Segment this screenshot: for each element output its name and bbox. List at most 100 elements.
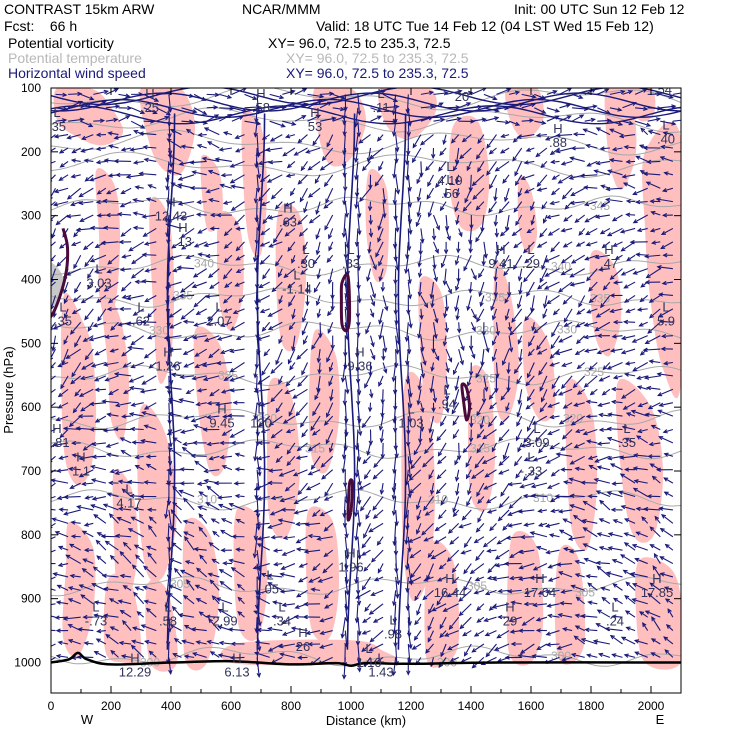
theta-contour-345 xyxy=(51,195,681,217)
wind-head xyxy=(394,158,399,164)
wind-shaft xyxy=(186,129,195,136)
wind-head xyxy=(488,149,494,155)
header-valid-time: Valid: 18 UTC Tue 14 Feb 12 (04 LST Wed … xyxy=(316,18,654,34)
wind-vector xyxy=(265,147,283,153)
wind-vector xyxy=(477,134,485,145)
wind-shaft xyxy=(139,132,157,136)
wind-shaft xyxy=(271,187,283,199)
wind-head xyxy=(145,197,152,202)
wind-shaft xyxy=(524,187,535,194)
wind-shaft xyxy=(275,201,283,210)
wind-shaft xyxy=(80,93,94,100)
wind-vector xyxy=(433,91,449,96)
wind-head xyxy=(645,181,651,186)
wind-head xyxy=(369,154,375,160)
wind-shaft xyxy=(206,93,219,96)
wind-head xyxy=(315,209,320,216)
wind-head xyxy=(323,204,329,209)
wind-head xyxy=(192,109,198,114)
wind-shaft xyxy=(494,214,498,226)
wind-vector xyxy=(488,147,497,155)
wind-shaft xyxy=(269,93,284,99)
wind-vector xyxy=(366,147,372,163)
wind-shaft xyxy=(286,134,296,138)
wind-vector xyxy=(201,156,220,162)
wind-shaft xyxy=(256,174,260,192)
wind-vector xyxy=(559,103,572,109)
wind-head xyxy=(256,174,262,180)
wind-head xyxy=(427,212,432,218)
wind-vector xyxy=(130,107,146,114)
wind-head xyxy=(89,177,95,182)
wind-head xyxy=(356,110,362,116)
wind-head xyxy=(234,134,240,140)
wind-head xyxy=(270,194,276,200)
wind-vector xyxy=(367,201,373,212)
wind-vector xyxy=(622,120,634,126)
wind-shaft xyxy=(197,201,207,203)
wind-shaft xyxy=(90,174,107,181)
wind-head xyxy=(78,192,84,198)
wind-vector xyxy=(442,134,447,146)
wind-head xyxy=(392,119,398,124)
wind-head xyxy=(216,212,222,218)
wind-vector xyxy=(305,147,321,154)
wind-head xyxy=(486,143,491,149)
wind-head xyxy=(611,217,617,222)
wind-shaft xyxy=(455,174,460,184)
wind-head xyxy=(516,134,522,139)
wind-vector xyxy=(514,174,523,187)
wind-vector xyxy=(395,174,401,195)
wind-head xyxy=(208,198,214,203)
wind-head xyxy=(229,163,235,168)
wind-vector xyxy=(530,214,535,226)
wind-vector xyxy=(234,134,245,140)
wind-head xyxy=(462,206,468,212)
wind-shaft xyxy=(394,416,397,432)
wind-shaft xyxy=(395,134,399,152)
wind-vector xyxy=(561,187,573,200)
wind-shaft xyxy=(432,214,440,230)
wind-head xyxy=(455,219,460,226)
wind-vector xyxy=(663,171,674,176)
wind-head xyxy=(46,246,50,250)
wind-head xyxy=(44,498,48,501)
wind-shaft xyxy=(597,107,611,114)
wind-head xyxy=(78,100,84,105)
wind-shaft xyxy=(80,120,93,127)
wind-head xyxy=(254,118,259,124)
wind-shaft xyxy=(559,88,572,95)
wind-vector xyxy=(660,120,677,126)
wind-vector xyxy=(262,214,271,225)
wind-vector xyxy=(282,214,296,226)
wind-head xyxy=(494,116,500,121)
wind-shaft xyxy=(181,120,193,123)
theta-contour-335 xyxy=(51,287,681,308)
wind-shaft xyxy=(369,201,372,211)
wind-vector xyxy=(559,115,572,122)
wind-vector xyxy=(102,198,119,204)
wind-vector xyxy=(597,88,610,95)
wind-shaft xyxy=(130,147,144,151)
wind-head xyxy=(95,199,101,205)
wind-vector xyxy=(427,174,434,188)
theta-label: 325 xyxy=(584,365,604,379)
wind-shaft xyxy=(105,105,120,109)
wind-vector xyxy=(504,188,510,203)
wind-vector xyxy=(647,91,662,97)
wind-shaft xyxy=(395,147,398,163)
wind-shaft xyxy=(71,201,81,206)
wind-vector xyxy=(107,144,119,149)
wind-vector xyxy=(659,156,674,162)
wind-shaft xyxy=(231,185,245,189)
wind-shaft xyxy=(459,147,472,159)
wind-vector xyxy=(195,212,207,217)
header-model-title: CONTRAST 15km ARW xyxy=(4,1,155,17)
wind-shaft xyxy=(537,134,547,137)
wind-head xyxy=(502,178,507,184)
wind-vector xyxy=(555,147,573,154)
wind-vector xyxy=(647,117,662,122)
wind-head xyxy=(357,213,362,219)
wind-shaft xyxy=(383,105,399,109)
pv-shaded-region xyxy=(53,88,124,146)
